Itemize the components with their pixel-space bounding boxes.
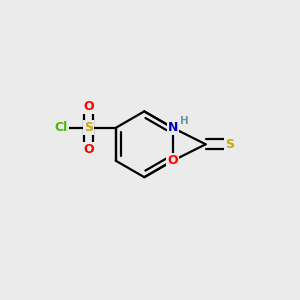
Text: S: S: [84, 121, 93, 134]
Text: S: S: [226, 138, 235, 151]
Text: O: O: [83, 100, 94, 113]
Text: Cl: Cl: [55, 121, 68, 134]
Text: H: H: [180, 116, 189, 126]
Text: O: O: [83, 143, 94, 156]
Text: N: N: [168, 121, 178, 134]
Text: O: O: [167, 154, 178, 167]
